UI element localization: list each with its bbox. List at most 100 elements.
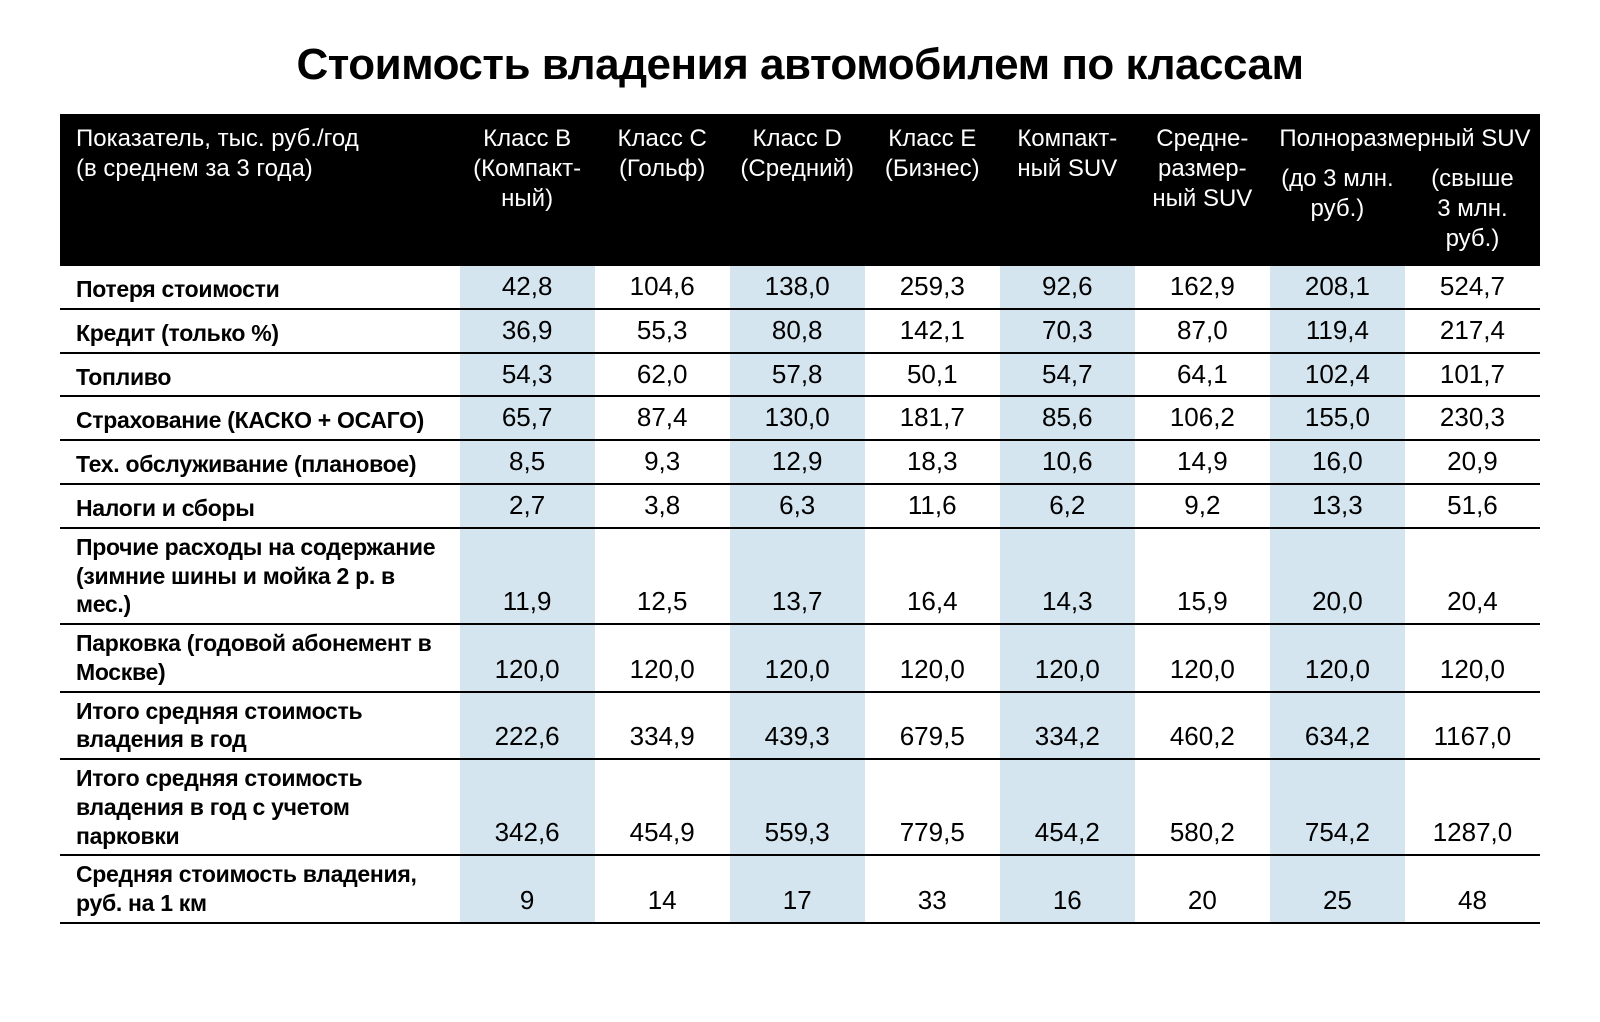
cell: 9 <box>460 855 595 923</box>
cell: 559,3 <box>730 759 865 855</box>
col-header-6: (до 3 млн. руб.) <box>1270 154 1405 266</box>
cell: 104,6 <box>595 266 730 309</box>
cell: 454,9 <box>595 759 730 855</box>
cell: 439,3 <box>730 692 865 760</box>
table-row: Парковка (годовой абонемент в Москве)120… <box>60 624 1540 692</box>
cell: 50,1 <box>865 353 1000 397</box>
cell: 6,3 <box>730 484 865 528</box>
cell: 12,5 <box>595 528 730 624</box>
cell: 120,0 <box>595 624 730 692</box>
cell: 130,0 <box>730 396 865 440</box>
cell: 16 <box>1000 855 1135 923</box>
col-header-2: Класс D (Средний) <box>730 114 865 266</box>
cell: 120,0 <box>1405 624 1540 692</box>
cell: 51,6 <box>1405 484 1540 528</box>
cell: 55,3 <box>595 309 730 353</box>
cell: 14 <box>595 855 730 923</box>
row-label: Тех. обслуживание (плановое) <box>60 440 460 484</box>
col-header-super: Полноразмерный SUV <box>1270 114 1540 154</box>
cell: 14,9 <box>1135 440 1270 484</box>
table-row: Прочие расходы на содержание (зимние шин… <box>60 528 1540 624</box>
row-label: Прочие расходы на содержание (зимние шин… <box>60 528 460 624</box>
cell: 65,7 <box>460 396 595 440</box>
row-label: Страхование (КАСКО + ОСАГО) <box>60 396 460 440</box>
row-label: Парковка (годовой абонемент в Москве) <box>60 624 460 692</box>
cell: 57,8 <box>730 353 865 397</box>
row-label: Средняя стоимость владения, руб. на 1 км <box>60 855 460 923</box>
cell: 20,0 <box>1270 528 1405 624</box>
cell: 106,2 <box>1135 396 1270 440</box>
cell: 634,2 <box>1270 692 1405 760</box>
cell: 580,2 <box>1135 759 1270 855</box>
table-row: Страхование (КАСКО + ОСАГО)65,787,4130,0… <box>60 396 1540 440</box>
cell: 334,2 <box>1000 692 1135 760</box>
cell: 454,2 <box>1000 759 1135 855</box>
cell: 9,3 <box>595 440 730 484</box>
row-label: Потеря стоимости <box>60 266 460 309</box>
cell: 334,9 <box>595 692 730 760</box>
cell: 16,0 <box>1270 440 1405 484</box>
cell: 142,1 <box>865 309 1000 353</box>
cell: 20 <box>1135 855 1270 923</box>
table-row: Кредит (только %)36,955,380,8142,170,387… <box>60 309 1540 353</box>
cell: 11,6 <box>865 484 1000 528</box>
table-row: Итого средняя стоимость владения в год22… <box>60 692 1540 760</box>
cell: 11,9 <box>460 528 595 624</box>
cell: 120,0 <box>1000 624 1135 692</box>
table-row: Потеря стоимости42,8104,6138,0259,392,61… <box>60 266 1540 309</box>
cell: 342,6 <box>460 759 595 855</box>
row-label: Итого средняя стоимость владения в год с… <box>60 759 460 855</box>
cell: 259,3 <box>865 266 1000 309</box>
cell: 16,4 <box>865 528 1000 624</box>
cell: 120,0 <box>460 624 595 692</box>
cell: 33 <box>865 855 1000 923</box>
row-label: Итого средняя стоимость владения в год <box>60 692 460 760</box>
col-header-0: Класс B (Компакт- ный) <box>460 114 595 266</box>
table-row: Топливо54,362,057,850,154,764,1102,4101,… <box>60 353 1540 397</box>
cell: 120,0 <box>865 624 1000 692</box>
cell: 62,0 <box>595 353 730 397</box>
cell: 9,2 <box>1135 484 1270 528</box>
cell: 92,6 <box>1000 266 1135 309</box>
cell: 155,0 <box>1270 396 1405 440</box>
cell: 119,4 <box>1270 309 1405 353</box>
cell: 679,5 <box>865 692 1000 760</box>
cell: 80,8 <box>730 309 865 353</box>
cell: 13,7 <box>730 528 865 624</box>
cell: 10,6 <box>1000 440 1135 484</box>
cell: 18,3 <box>865 440 1000 484</box>
cell: 20,9 <box>1405 440 1540 484</box>
cell: 524,7 <box>1405 266 1540 309</box>
cell: 217,4 <box>1405 309 1540 353</box>
col-header-3: Класс E (Бизнес) <box>865 114 1000 266</box>
table-row: Средняя стоимость владения, руб. на 1 км… <box>60 855 1540 923</box>
cell: 1167,0 <box>1405 692 1540 760</box>
cell: 36,9 <box>460 309 595 353</box>
cell: 138,0 <box>730 266 865 309</box>
cell: 120,0 <box>730 624 865 692</box>
cell: 54,3 <box>460 353 595 397</box>
col-header-4: Компакт- ный SUV <box>1000 114 1135 266</box>
cell: 85,6 <box>1000 396 1135 440</box>
header-row-label-l2: (в среднем за 3 года) <box>76 155 313 182</box>
cell: 102,4 <box>1270 353 1405 397</box>
cell: 8,5 <box>460 440 595 484</box>
ownership-cost-table: Показатель, тыс. руб./год (в среднем за … <box>60 114 1540 924</box>
cell: 48 <box>1405 855 1540 923</box>
cell: 754,2 <box>1270 759 1405 855</box>
page-title: Стоимость владения автомобилем по класса… <box>60 40 1540 90</box>
table-row: Итого средняя стоимость владения в год с… <box>60 759 1540 855</box>
cell: 181,7 <box>865 396 1000 440</box>
cell: 15,9 <box>1135 528 1270 624</box>
col-header-1: Класс C (Гольф) <box>595 114 730 266</box>
col-header-7: (свыше 3 млн. руб.) <box>1405 154 1540 266</box>
cell: 460,2 <box>1135 692 1270 760</box>
cell: 3,8 <box>595 484 730 528</box>
cell: 120,0 <box>1270 624 1405 692</box>
header-row-label-l1: Показатель, тыс. руб./год <box>76 125 359 152</box>
cell: 208,1 <box>1270 266 1405 309</box>
cell: 12,9 <box>730 440 865 484</box>
row-label: Топливо <box>60 353 460 397</box>
cell: 120,0 <box>1135 624 1270 692</box>
cell: 17 <box>730 855 865 923</box>
